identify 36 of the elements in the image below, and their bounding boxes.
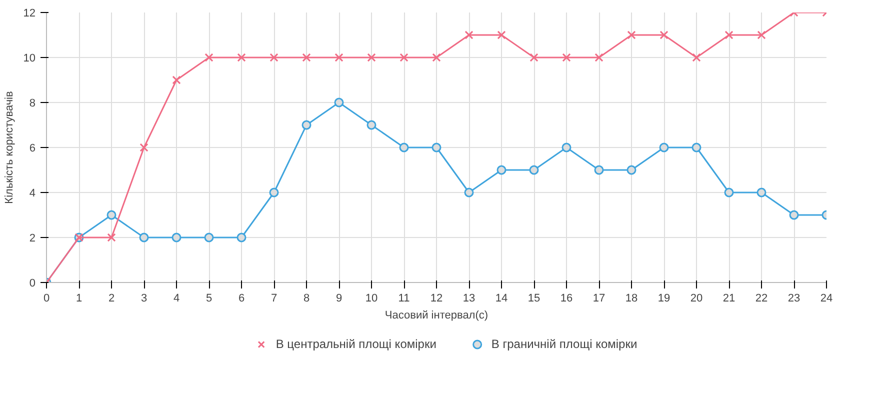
x-tick-label: 8 (303, 292, 310, 304)
x-axis-title: Часовий інтервал(с) (384, 310, 488, 322)
x-tick-label: 5 (206, 292, 212, 304)
x-tick-label: 0 (43, 292, 50, 304)
x-tick-label: 15 (528, 292, 540, 304)
x-tick-label: 17 (592, 292, 606, 304)
y-tick-label: 8 (29, 98, 36, 110)
y-tick-label: 10 (23, 52, 36, 64)
x-tick-label: 20 (690, 292, 703, 304)
legend-label: В центральній площі комірки (276, 337, 436, 351)
x-tick-label: 14 (495, 292, 508, 304)
x-tick-label: 7 (270, 292, 278, 304)
y-tick-label: 2 (29, 232, 36, 244)
legend-label: В граничній площі комірки (491, 337, 638, 351)
x-tick-label: 3 (140, 292, 148, 304)
x-tick-label: 18 (625, 292, 638, 304)
x-tick-label: 2 (108, 292, 115, 304)
x-tick-label: 4 (173, 292, 180, 304)
x-tick-label: 24 (820, 292, 833, 304)
x-tick-label: 13 (462, 292, 476, 304)
y-tick-label: 12 (23, 8, 36, 20)
x-tick-label: 6 (238, 292, 245, 304)
x-tick-label: 23 (788, 292, 800, 304)
x-tick-label: 10 (365, 292, 378, 304)
x-tick-label: 21 (722, 292, 736, 304)
x-tick-label: 11 (398, 292, 410, 304)
x-tick-label: 16 (560, 292, 573, 304)
x-tick-label: 19 (658, 292, 670, 304)
x-tick-label: 12 (430, 292, 443, 304)
x-tick-label: 9 (336, 292, 342, 304)
y-tick-label: 0 (29, 278, 36, 290)
x-tick-label: 1 (76, 292, 82, 304)
y-tick-label: 4 (29, 188, 36, 200)
x-tick-label: 22 (755, 292, 768, 304)
y-tick-label: 6 (29, 142, 36, 154)
y-axis-title: Кількість користувачів (3, 91, 16, 204)
